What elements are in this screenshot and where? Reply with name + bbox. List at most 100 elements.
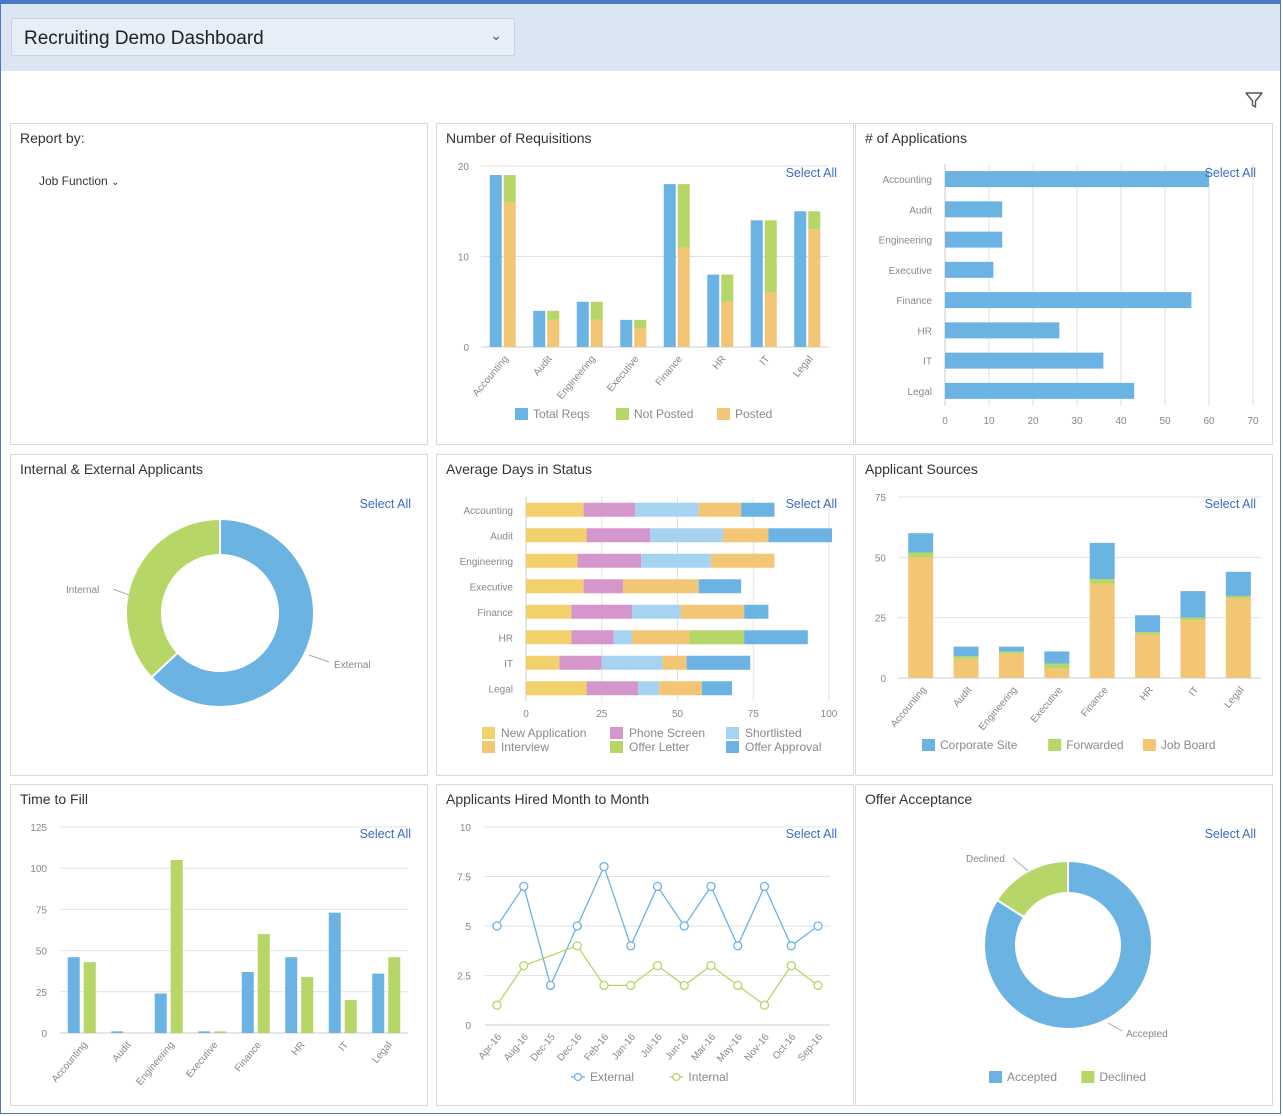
x-tick-label: Apr-16 xyxy=(477,1032,505,1062)
legend-label-job-board: Job Board xyxy=(1161,738,1216,752)
bar-posted-accounting xyxy=(503,202,516,347)
y-tick-label: Accounting xyxy=(883,175,932,186)
legend-marker-internal xyxy=(672,1072,681,1082)
bar-interview-hr xyxy=(632,630,690,645)
y-tick-label: Accounting xyxy=(464,506,513,517)
bar-offer-approval-it xyxy=(686,655,751,670)
x-tick-label: Engineering xyxy=(977,685,1020,733)
x-tick-label: Jan-16 xyxy=(610,1032,638,1063)
legend-marker-external xyxy=(573,1072,583,1082)
x-tick-label: 100 xyxy=(821,709,838,720)
x-tick-label: 20 xyxy=(1027,416,1039,427)
internal-external-select-all[interactable]: Select All xyxy=(359,497,411,511)
bar-not-posted-finance xyxy=(677,184,690,248)
bar-phone-screen-legal xyxy=(586,681,639,696)
y-tick-label: Legal xyxy=(908,387,932,398)
slice-external xyxy=(150,517,315,708)
bar-shortlisted-hr xyxy=(613,630,633,645)
dashboard-title: Recruiting Demo Dashboard xyxy=(24,28,264,49)
filter-icon[interactable] xyxy=(1243,89,1265,111)
x-tick-label: Legal xyxy=(370,1040,394,1066)
point-external-jun-16 xyxy=(679,921,689,931)
x-tick-label: Legal xyxy=(791,354,815,380)
legend-swatch-phone-screen xyxy=(610,727,623,739)
y-tick-label: 10 xyxy=(460,823,472,834)
bar-interview-audit xyxy=(722,528,769,543)
legend-label-interview: Interview xyxy=(501,740,549,754)
time-to-fill-panel: Time to Fill Select All 125 100 75 50 25 0 Acc… xyxy=(10,784,428,1106)
dashboard-select[interactable]: Recruiting Demo Dashboard ⌄ xyxy=(11,18,515,56)
y-tick-label: 5 xyxy=(465,922,471,933)
hired-select-all[interactable]: Select All xyxy=(785,827,837,841)
bar-it xyxy=(945,352,1104,369)
offer-select-all[interactable]: Select All xyxy=(1204,827,1256,841)
legend-label-phone-screen: Phone Screen xyxy=(629,726,705,740)
point-internal-dec-16 xyxy=(572,941,582,951)
slice-declined xyxy=(995,859,1069,919)
legend-swatch-not-posted xyxy=(616,408,629,420)
bar-a-hr xyxy=(285,957,298,1033)
x-tick-label: Jun-16 xyxy=(663,1032,691,1063)
y-tick-label: 2.5 xyxy=(457,972,471,983)
legend-swatch-declined xyxy=(1081,1071,1095,1083)
legend-swatch-forwarded xyxy=(1048,739,1062,751)
x-tick-label: Sep-16 xyxy=(796,1032,825,1064)
bar-a-executive xyxy=(198,1031,211,1033)
bar-interview-engineering xyxy=(710,553,775,568)
bar-not-posted-accounting xyxy=(503,175,516,203)
x-tick-label: 25 xyxy=(596,709,608,720)
point-external-oct-16 xyxy=(786,941,796,951)
applications-select-all[interactable]: Select All xyxy=(1204,166,1256,180)
time-to-fill-select-all[interactable]: Select All xyxy=(359,827,411,841)
bar-total-audit xyxy=(533,310,546,347)
bar-b-accounting xyxy=(83,962,96,1033)
bar-total-it xyxy=(750,220,763,347)
y-tick-label: IT xyxy=(923,357,932,368)
y-tick-label: 25 xyxy=(36,988,48,999)
sources-title: Applicant Sources xyxy=(865,461,978,477)
job-function-dropdown[interactable]: Job Function ⌄ xyxy=(39,174,119,188)
internal-external-panel: Internal & External Applicants Select Al… xyxy=(10,454,428,776)
point-internal-mar-16 xyxy=(706,960,716,971)
bar-phone-screen-executive xyxy=(583,579,623,594)
point-internal-aug-16 xyxy=(519,960,529,971)
x-tick-label: Aug-16 xyxy=(502,1032,531,1064)
point-internal-sep-16 xyxy=(813,980,823,991)
bar-job-board-engineering xyxy=(998,653,1024,678)
bar-a-it xyxy=(328,912,341,1033)
point-internal-jan-16 xyxy=(626,980,636,991)
y-tick-label: 50 xyxy=(36,947,48,958)
bar-offer-approval-accounting xyxy=(741,502,775,517)
chevron-down-icon: ⌄ xyxy=(490,27,502,43)
y-tick-label: 10 xyxy=(458,253,470,264)
applications-chart: 0 10 20 30 40 50 60 70 Accounting Audit Engineerin… xyxy=(879,164,1259,427)
y-tick-label: Legal xyxy=(489,684,513,695)
bar-total-legal xyxy=(794,211,807,347)
x-tick-label: Finance xyxy=(654,354,686,389)
bar-finance xyxy=(945,292,1192,309)
bar-forwarded-finance xyxy=(1089,579,1115,584)
requisitions-select-all[interactable]: Select All xyxy=(785,166,837,180)
bar-b-it xyxy=(344,1000,357,1033)
bar-posted-finance xyxy=(677,247,690,347)
bar-forwarded-it xyxy=(1180,617,1206,621)
slice-accepted xyxy=(983,859,1153,1030)
x-tick-label: 60 xyxy=(1203,416,1215,427)
job-function-label: Job Function xyxy=(39,174,108,188)
bar-a-accounting xyxy=(67,957,80,1033)
leader-line xyxy=(1012,857,1029,872)
y-tick-label: 50 xyxy=(875,553,887,564)
leader-line xyxy=(112,588,130,596)
point-external-dec-15 xyxy=(545,980,556,991)
bar-offer-approval-executive xyxy=(698,579,742,594)
avg-days-select-all[interactable]: Select All xyxy=(785,497,837,511)
y-tick-label: Audit xyxy=(490,531,513,542)
sources-select-all[interactable]: Select All xyxy=(1204,497,1256,511)
bar-forwarded-audit xyxy=(953,656,979,659)
chevron-down-icon: ⌄ xyxy=(111,177,120,188)
offer-title: Offer Acceptance xyxy=(865,791,973,807)
avg-days-chart: 0 25 50 75 100 Accounting Audit Engineering Exec… xyxy=(460,497,838,754)
legend-label-declined: Declined xyxy=(1099,1070,1146,1084)
legend-label-new-application: New Application xyxy=(501,726,586,740)
